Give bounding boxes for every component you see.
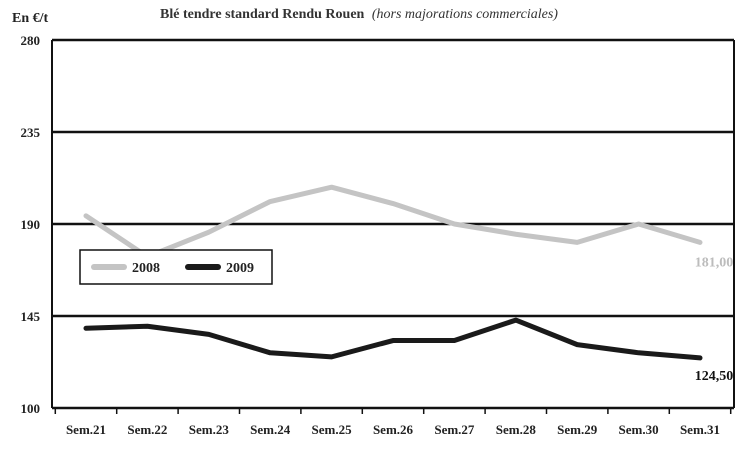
data-point-2009 [637, 351, 640, 354]
chart-title-main: Blé tendre standard Rendu Rouen [160, 7, 365, 22]
data-point-2008 [453, 223, 456, 225]
x-tick-label: Sem.26 [373, 422, 414, 437]
x-tick-label: Sem.25 [312, 422, 353, 437]
data-point-2009 [269, 351, 272, 354]
data-point-2008 [576, 241, 579, 244]
data-point-2008 [330, 186, 333, 189]
data-point-2008 [85, 214, 87, 217]
data-point-2008 [699, 241, 701, 244]
y-tick-label: 190 [21, 217, 41, 232]
chart-subtitle: (hors majorations commerciales) [372, 7, 558, 22]
data-point-2009 [699, 356, 701, 359]
x-tick-label: Sem.21 [66, 422, 106, 437]
data-point-2009 [453, 339, 456, 342]
data-point-2009 [146, 325, 149, 328]
x-tick-label: Sem.24 [250, 422, 291, 437]
data-point-2009 [207, 333, 210, 336]
x-tick-label: Sem.31 [680, 422, 720, 437]
data-point-2008 [637, 223, 640, 225]
data-point-2009 [85, 327, 87, 330]
x-tick-label: Sem.30 [619, 422, 659, 437]
data-point-2008 [269, 200, 272, 203]
legend-label-2009: 2009 [226, 261, 254, 276]
x-tick-label: Sem.29 [557, 422, 598, 437]
y-axis-unit-label: En €/t [12, 11, 49, 26]
x-tick-label: Sem.23 [189, 422, 230, 437]
data-point-2009 [392, 339, 394, 342]
chart-title: Blé tendre standard Rendu Rouen (hors ma… [160, 7, 558, 22]
series-line-2008 [83, 184, 703, 260]
end-value-label-2008: 181,00 [695, 255, 734, 270]
series-line-2009 [83, 317, 703, 361]
data-point-2008 [392, 202, 394, 205]
end-value-label-2009: 124,50 [695, 369, 734, 384]
data-point-2009 [514, 319, 517, 322]
legend: 2008 2009 [79, 249, 273, 285]
y-tick-label: 235 [21, 125, 41, 140]
x-tick-label: Sem.27 [434, 422, 475, 437]
data-point-2009 [576, 343, 579, 346]
x-tick-label: Sem.22 [127, 422, 167, 437]
data-point-2008 [207, 231, 210, 234]
y-tick-label: 145 [21, 309, 41, 324]
series-layer: 181,00 124,50 [83, 184, 734, 384]
y-tick-label: 100 [21, 401, 41, 416]
data-point-2008 [514, 233, 517, 236]
y-tick-label: 280 [21, 33, 41, 48]
x-tick-label: Sem.28 [496, 422, 537, 437]
legend-label-2008: 2008 [132, 261, 160, 276]
data-point-2009 [330, 355, 333, 358]
axis-layer: 100 145 190 235 280 Sem.21 Sem.22 Sem.23 Sem.24 S… [21, 33, 735, 437]
grid-layer [52, 38, 734, 410]
